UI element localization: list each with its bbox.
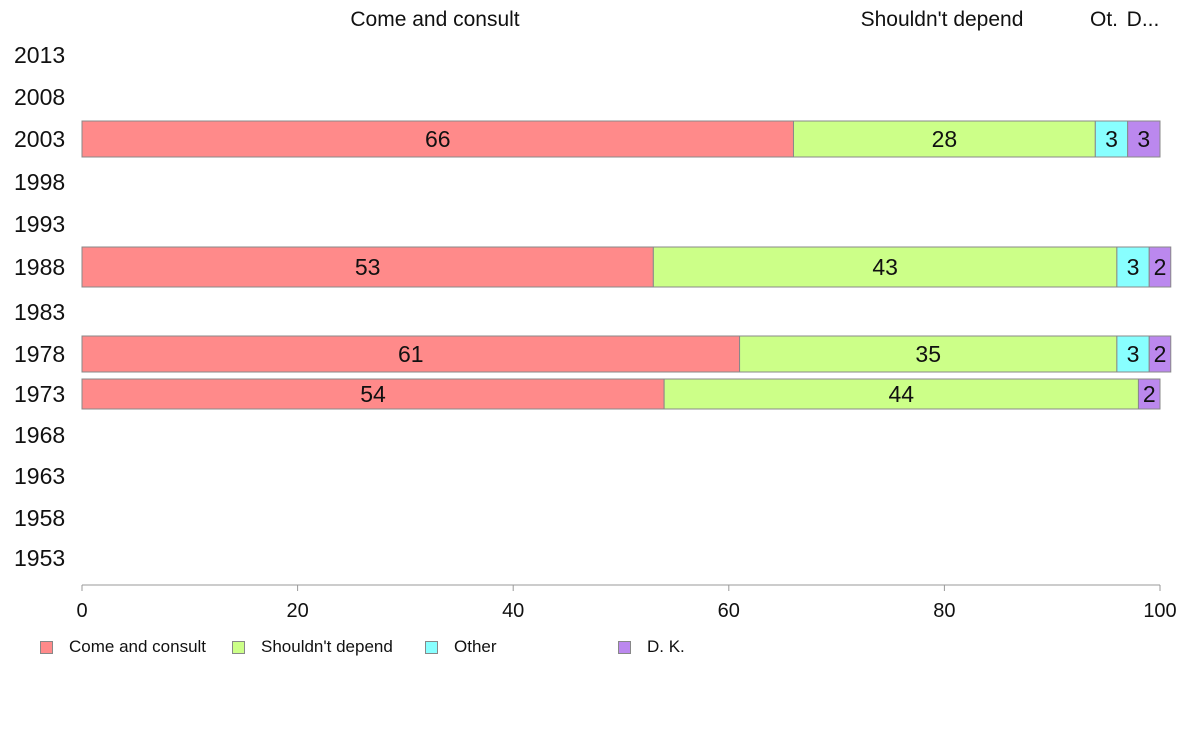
bar-segment [652, 246, 1118, 288]
y-tick-label: 1998 [14, 169, 65, 195]
bar-segment [1127, 120, 1161, 158]
y-tick-label: 2003 [14, 126, 65, 152]
data-label: 3 [1105, 126, 1118, 152]
y-tick-label: 1968 [14, 422, 65, 448]
legend-swatch [618, 640, 631, 654]
bar-segment [1148, 246, 1172, 288]
bar-segment [81, 378, 665, 410]
data-label: 2 [1154, 254, 1167, 280]
data-label: 3 [1127, 254, 1140, 280]
y-tick-label: 1978 [14, 341, 65, 367]
top-segment-label: Ot. [1090, 8, 1118, 31]
legend-swatch [425, 640, 438, 654]
legend-label: D. K. [647, 637, 685, 656]
stacked-bar-chart: Come and consult Shouldn't depend Ot. D... 2… [14, 8, 1177, 622]
y-tick-label: 1988 [14, 254, 65, 280]
top-segment-label: Come and consult [350, 8, 519, 31]
top-segment-label: Shouldn't depend [861, 8, 1024, 31]
x-tick-label: 40 [502, 600, 524, 622]
legend-item: Shouldn't depend [232, 637, 393, 657]
y-tick-label: 1983 [14, 299, 65, 325]
bar-segment [1137, 378, 1161, 410]
data-label: 43 [872, 254, 898, 280]
x-tick-label: 60 [718, 600, 740, 622]
x-tick-label: 20 [286, 600, 308, 622]
data-label: 2 [1143, 381, 1156, 407]
data-label: 3 [1137, 126, 1150, 152]
y-tick-label: 2008 [14, 84, 65, 110]
legend-item: Other [425, 637, 497, 657]
bar-segment [792, 120, 1096, 158]
legend-label: Other [454, 637, 497, 656]
legend-item: Come and consult [40, 637, 206, 657]
data-label: 66 [425, 126, 451, 152]
y-tick-label: 1973 [14, 381, 65, 407]
x-tick-label: 100 [1143, 600, 1176, 622]
data-label: 3 [1127, 341, 1140, 367]
bar-segment [1148, 335, 1172, 373]
bar-segment [81, 246, 654, 288]
top-segment-label: D... [1127, 8, 1160, 31]
bar-segment [1116, 335, 1150, 373]
y-tick-label: 1958 [14, 505, 65, 531]
bar-segment [1116, 246, 1150, 288]
x-tick-label: 0 [76, 600, 87, 622]
y-tick-label: 1963 [14, 463, 65, 489]
legend-swatch [232, 640, 245, 654]
data-label: 2 [1154, 341, 1167, 367]
legend-swatch [40, 640, 53, 654]
data-label: 35 [915, 341, 941, 367]
data-label: 54 [360, 381, 386, 407]
bar-segment [81, 120, 794, 158]
bar-segment [1094, 120, 1129, 158]
data-label: 53 [355, 254, 381, 280]
y-tick-label: 1953 [14, 545, 65, 571]
legend-label: Shouldn't depend [261, 637, 393, 656]
data-label: 44 [888, 381, 914, 407]
data-label: 61 [398, 341, 424, 367]
x-tick-label: 80 [933, 600, 955, 622]
bar-segment [739, 335, 1118, 373]
legend-item: D. K. [618, 637, 685, 657]
bar-segment [81, 335, 741, 373]
y-tick-label: 2013 [14, 42, 65, 68]
data-label: 28 [932, 126, 958, 152]
bar-segment [663, 378, 1139, 410]
legend-label: Come and consult [69, 637, 207, 656]
y-tick-label: 1993 [14, 211, 65, 237]
